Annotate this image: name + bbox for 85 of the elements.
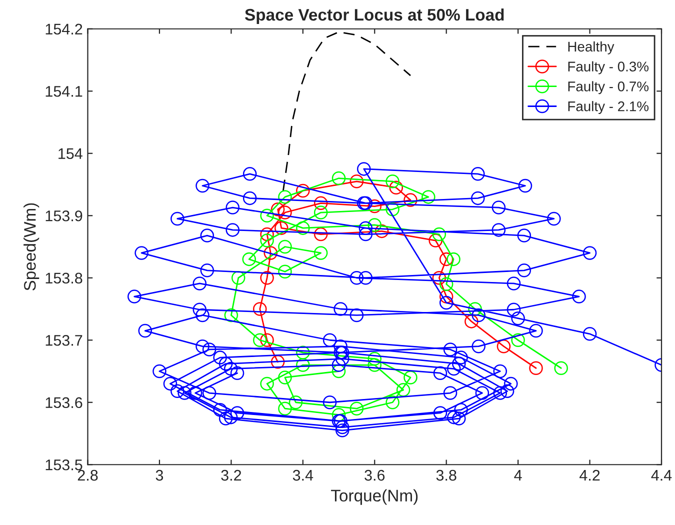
legend-label: Faulty - 0.3% — [568, 61, 649, 74]
point — [432, 271, 446, 285]
y-tick-label: 154 — [58, 148, 82, 160]
point — [260, 227, 274, 242]
x-tick-label: 4 — [514, 470, 522, 481]
point — [260, 376, 274, 391]
point — [278, 370, 292, 384]
point — [396, 383, 410, 397]
point — [260, 208, 274, 222]
point — [422, 190, 436, 204]
point — [468, 302, 482, 316]
legend-label: Faulty - 2.1% — [568, 101, 649, 114]
point — [332, 408, 346, 422]
point — [350, 174, 364, 188]
point — [529, 361, 543, 376]
point — [554, 361, 568, 376]
point — [368, 199, 382, 214]
point — [260, 234, 274, 248]
point — [242, 252, 256, 266]
point — [404, 193, 418, 207]
y-tick-label: 153.5 — [46, 459, 82, 470]
point — [439, 252, 454, 266]
point — [270, 355, 285, 369]
y-tick-label: 153.7 — [46, 334, 82, 346]
point — [368, 358, 382, 372]
x-tick-label: 4.2 — [580, 470, 600, 481]
point — [446, 252, 460, 266]
y-tick-label: 153.9 — [46, 210, 82, 222]
point — [224, 308, 238, 322]
legend-label: Faulty - 0.7% — [568, 81, 649, 94]
y-axis-title: Speed(Wm) — [24, 203, 40, 290]
point — [332, 364, 346, 378]
point — [270, 202, 285, 216]
point — [296, 184, 310, 198]
legend-label: Healthy — [568, 41, 614, 54]
x-tick-label: 4.4 — [651, 470, 672, 481]
point — [439, 290, 454, 304]
point — [278, 240, 292, 254]
point — [278, 264, 292, 279]
point — [253, 302, 267, 316]
y-tick-label: 154.2 — [46, 24, 82, 35]
point — [432, 227, 446, 242]
x-tick-label: 3.4 — [292, 470, 314, 481]
point — [231, 271, 246, 285]
point — [314, 196, 328, 210]
x-tick-label: 3.8 — [436, 470, 456, 481]
point — [314, 246, 328, 260]
x-tick-label: 3 — [156, 470, 164, 481]
point — [288, 396, 303, 410]
x-tick-label: 3.6 — [364, 470, 385, 481]
point — [368, 218, 382, 232]
point — [296, 346, 310, 360]
point — [404, 370, 418, 384]
point — [332, 171, 346, 186]
point — [386, 202, 400, 216]
x-tick-label: 2.8 — [78, 470, 98, 481]
y-tick-label: 154.1 — [46, 86, 82, 97]
y-tick-label: 153.6 — [46, 397, 82, 408]
point — [296, 221, 310, 235]
point — [496, 339, 511, 354]
point — [278, 206, 292, 220]
point — [374, 224, 389, 238]
point — [389, 180, 404, 194]
point — [278, 190, 292, 204]
point — [464, 314, 478, 328]
point — [386, 174, 400, 188]
point — [260, 271, 274, 285]
point — [278, 402, 292, 416]
point — [386, 396, 400, 410]
point — [428, 234, 442, 248]
point — [314, 206, 328, 220]
y-tick-label: 153.8 — [46, 272, 82, 284]
chart-title: Space Vector Locus at 50% Load — [244, 8, 504, 24]
point — [296, 358, 310, 372]
x-tick-label: 3.2 — [221, 470, 242, 481]
point — [350, 402, 364, 416]
point — [314, 227, 328, 242]
point — [260, 333, 274, 347]
point — [368, 352, 382, 366]
point — [274, 221, 288, 235]
point — [264, 246, 278, 260]
point — [439, 277, 454, 291]
point — [511, 333, 525, 347]
x-axis-title: Torque(Nm) — [331, 489, 418, 505]
point — [253, 333, 267, 347]
